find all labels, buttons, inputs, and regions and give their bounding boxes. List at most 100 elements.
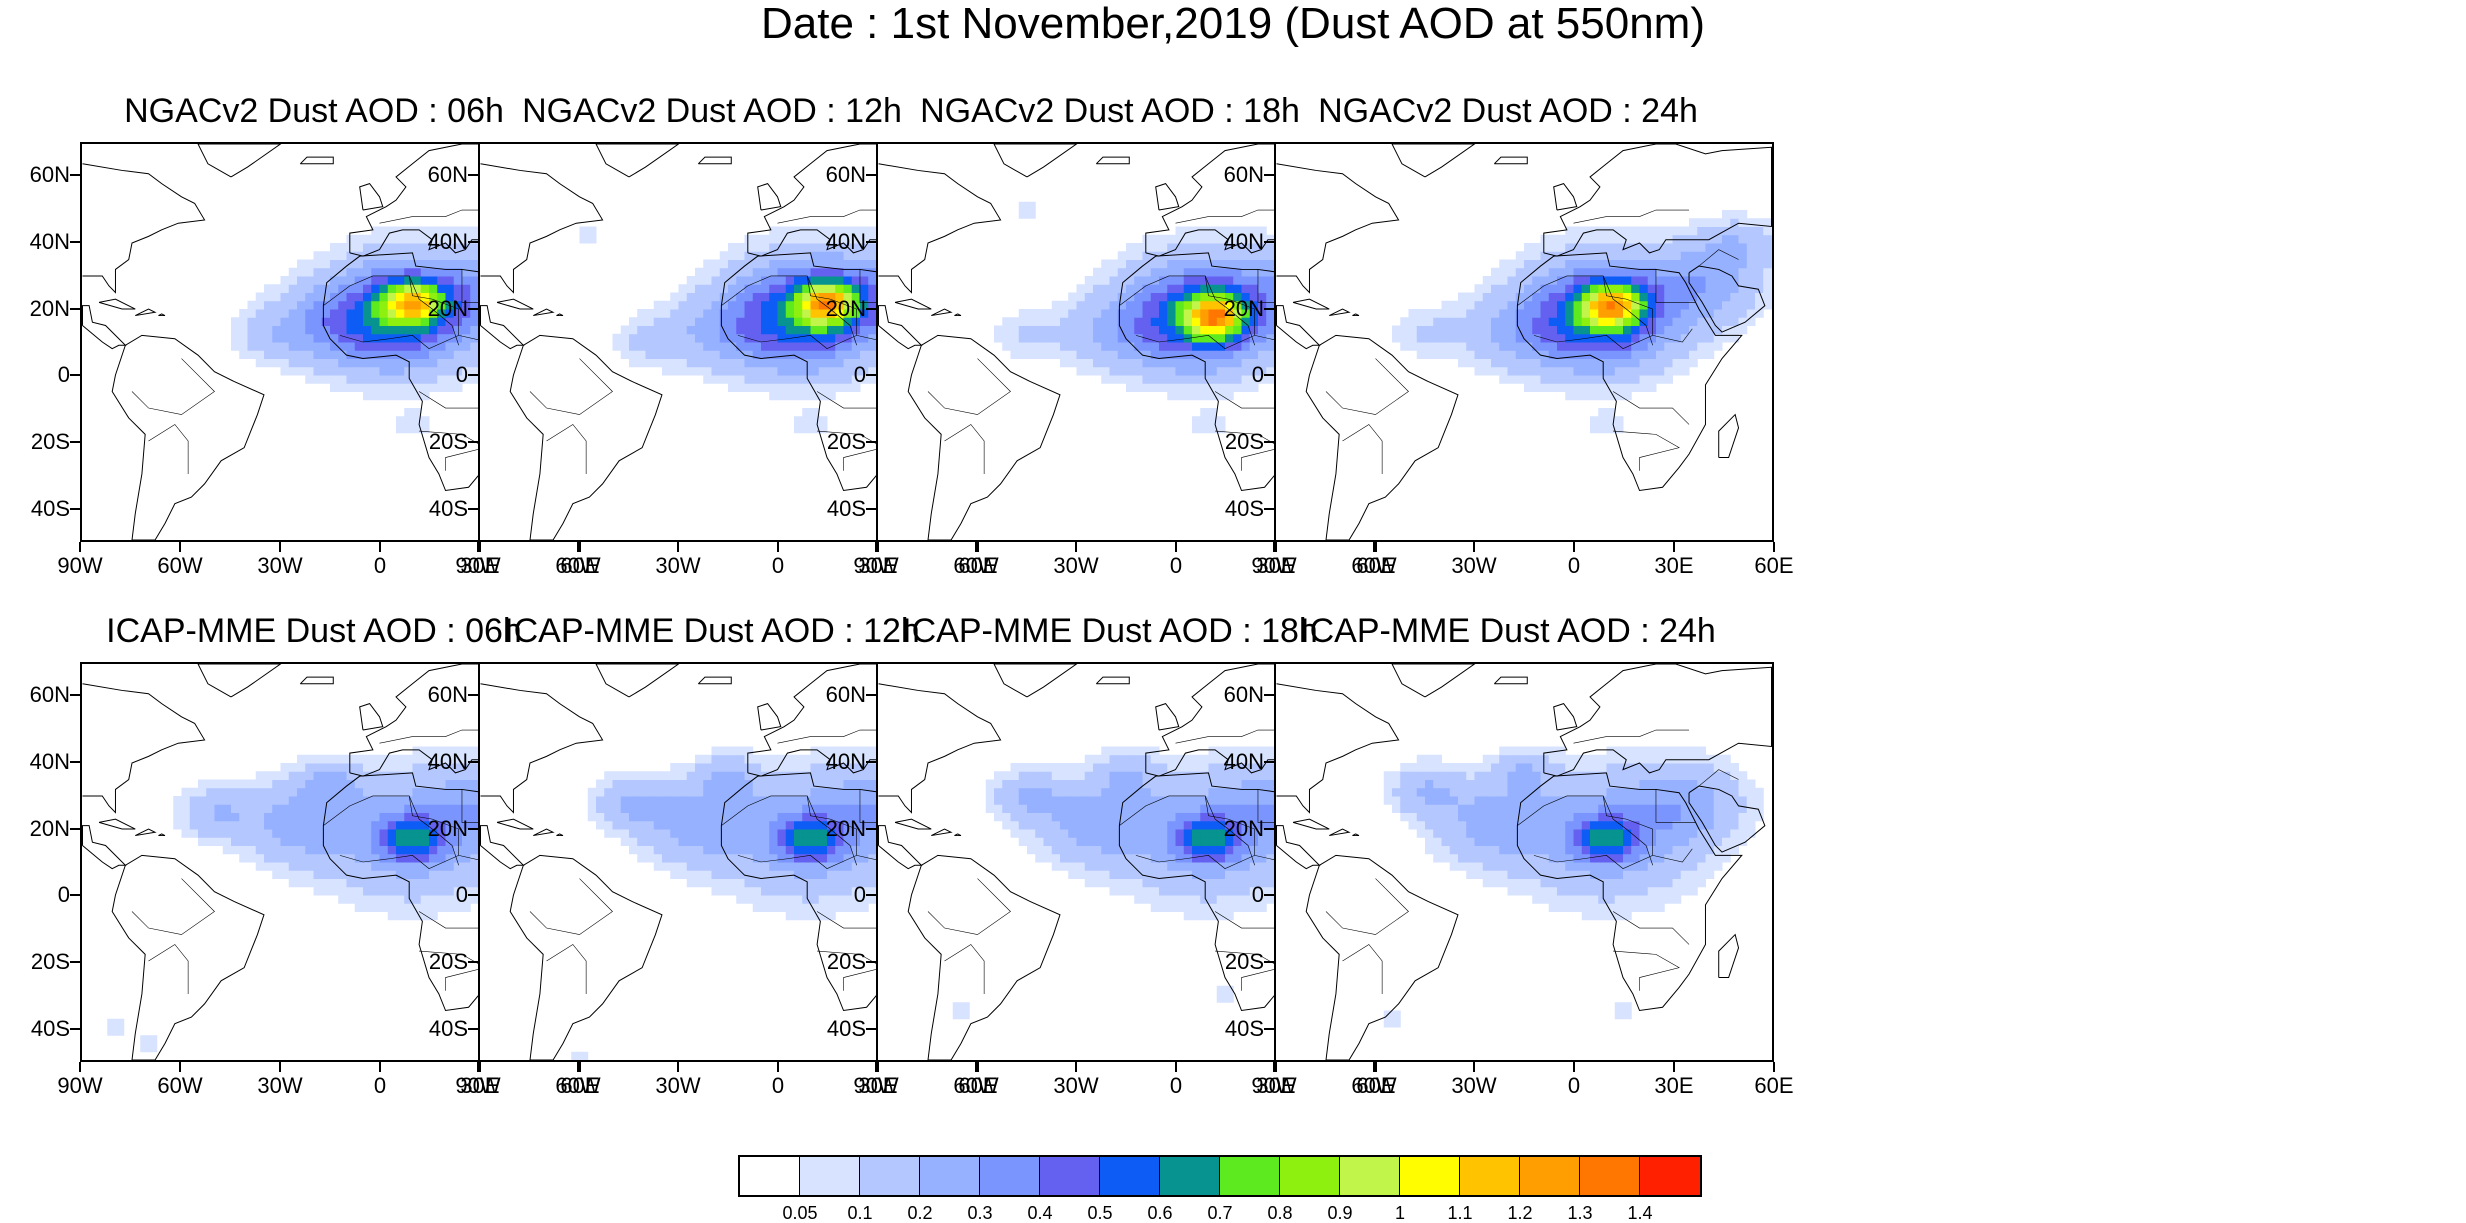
dust-cell bbox=[1722, 284, 1731, 293]
dust-cell bbox=[380, 293, 389, 302]
dust-cell bbox=[1409, 317, 1418, 326]
dust-cell bbox=[231, 813, 240, 822]
dust-cell bbox=[794, 903, 803, 912]
dust-cell bbox=[1697, 326, 1706, 335]
dust-cell bbox=[248, 309, 257, 318]
dust-cell bbox=[1673, 342, 1682, 351]
dust-cell bbox=[720, 780, 729, 789]
dust-cell bbox=[687, 879, 696, 888]
dust-cell bbox=[1085, 846, 1094, 855]
dust-cell bbox=[330, 854, 339, 863]
dust-cell bbox=[1035, 326, 1044, 335]
lat-tick-mark bbox=[866, 374, 876, 376]
dust-cell bbox=[1574, 317, 1583, 326]
dust-cell bbox=[786, 870, 795, 879]
dust-cell bbox=[994, 771, 1003, 780]
dust-cell bbox=[736, 862, 745, 871]
dust-cell bbox=[338, 771, 347, 780]
dust-cell bbox=[679, 870, 688, 879]
dust-cell bbox=[1192, 837, 1201, 846]
dust-cell bbox=[1143, 243, 1152, 252]
dust-cell bbox=[1118, 862, 1127, 871]
dust-cell bbox=[786, 309, 795, 318]
lon-tick-mark bbox=[1273, 542, 1275, 552]
dust-cell bbox=[1656, 350, 1665, 359]
dust-cell bbox=[1126, 251, 1135, 260]
dust-cell bbox=[695, 870, 704, 879]
dust-cell bbox=[1483, 350, 1492, 359]
dust-cell bbox=[371, 359, 380, 368]
dust-cell bbox=[646, 326, 655, 335]
dust-cell bbox=[794, 887, 803, 896]
dust-cell bbox=[305, 821, 314, 830]
dust-cell bbox=[769, 854, 778, 863]
dust-cell bbox=[363, 895, 372, 904]
dust-cell bbox=[646, 334, 655, 343]
coastline-greenland bbox=[1392, 144, 1474, 177]
dust-cell bbox=[355, 862, 364, 871]
dust-cell bbox=[1159, 375, 1168, 384]
dust-cell bbox=[1002, 326, 1011, 335]
dust-cell bbox=[1151, 879, 1160, 888]
dust-cell bbox=[679, 293, 688, 302]
dust-cell bbox=[695, 763, 704, 772]
dust-cell bbox=[248, 854, 257, 863]
dust-cell bbox=[264, 829, 273, 838]
dust-cell bbox=[1524, 260, 1533, 269]
lat-tick-mark bbox=[70, 241, 80, 243]
dust-cell bbox=[753, 235, 762, 244]
dust-cell bbox=[613, 342, 622, 351]
dust-cell bbox=[1532, 375, 1541, 384]
dust-cell bbox=[264, 821, 273, 830]
country-border bbox=[945, 424, 985, 474]
dust-cell bbox=[1077, 829, 1086, 838]
dust-cell bbox=[380, 879, 389, 888]
dust-cell bbox=[1167, 887, 1176, 896]
dust-cell bbox=[363, 301, 372, 310]
dust-cell bbox=[305, 367, 314, 376]
dust-cell bbox=[1491, 317, 1500, 326]
dust-cell bbox=[1143, 846, 1152, 855]
coastline-iceland bbox=[698, 157, 731, 164]
country-border bbox=[149, 424, 189, 474]
dust-cell bbox=[1101, 268, 1110, 277]
dust-cell bbox=[986, 780, 995, 789]
dust-cell bbox=[1582, 326, 1591, 335]
dust-cell bbox=[1582, 251, 1591, 260]
dust-cell bbox=[1590, 268, 1599, 277]
dust-cell bbox=[396, 755, 405, 764]
dust-cell bbox=[380, 854, 389, 863]
dust-cell bbox=[687, 342, 696, 351]
dust-cell bbox=[1134, 771, 1143, 780]
dust-cell bbox=[182, 796, 191, 805]
dust-cell bbox=[720, 375, 729, 384]
dust-cell bbox=[388, 284, 397, 293]
coastline-caribbean-b bbox=[158, 834, 165, 836]
dust-cell bbox=[1706, 350, 1715, 359]
dust-cell bbox=[1126, 796, 1135, 805]
dust-cell bbox=[720, 771, 729, 780]
dust-cell bbox=[1631, 317, 1640, 326]
dust-cell bbox=[388, 821, 397, 830]
dust-cell bbox=[347, 854, 356, 863]
dust-cell bbox=[786, 268, 795, 277]
dust-cell bbox=[1192, 771, 1201, 780]
dust-cell bbox=[264, 771, 273, 780]
dust-cell bbox=[1184, 895, 1193, 904]
dust-cell bbox=[588, 804, 597, 813]
dust-cell bbox=[1002, 804, 1011, 813]
dust-cell bbox=[305, 359, 314, 368]
dust-cell bbox=[712, 309, 721, 318]
dust-cell bbox=[1126, 309, 1135, 318]
dust-cell bbox=[1151, 813, 1160, 822]
dust-cell bbox=[1118, 342, 1127, 351]
dust-cell bbox=[778, 260, 787, 269]
dust-cell bbox=[629, 837, 638, 846]
dust-cell bbox=[1706, 218, 1715, 227]
dust-cell bbox=[1052, 796, 1061, 805]
dust-cell bbox=[1134, 342, 1143, 351]
dust-cell bbox=[1574, 276, 1583, 285]
dust-cell bbox=[1656, 326, 1665, 335]
dust-cell bbox=[1143, 276, 1152, 285]
dust-cell bbox=[305, 870, 314, 879]
